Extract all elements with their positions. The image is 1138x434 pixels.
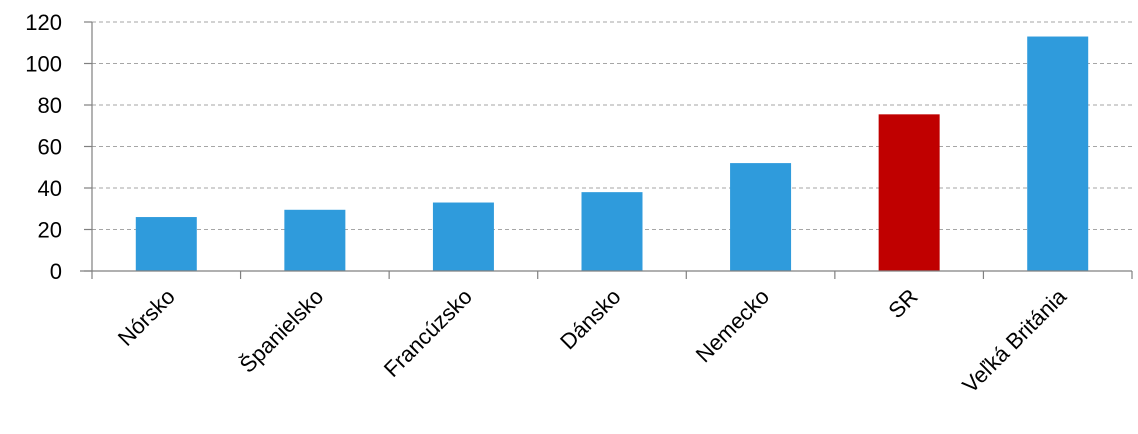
bar-7 <box>1027 36 1089 272</box>
y-tick-label: 60 <box>38 135 62 160</box>
bar-3 <box>432 202 494 271</box>
y-tick-label: 20 <box>38 218 62 243</box>
x-tick-label: Španielsko <box>235 284 329 378</box>
y-tick-label: 100 <box>25 52 62 77</box>
axes <box>80 21 1133 279</box>
x-tick-label: Dánsko <box>555 284 625 354</box>
x-tick-label: SR <box>883 284 922 323</box>
bar-4 <box>581 192 643 271</box>
bar-5 <box>730 163 792 271</box>
y-tick-label: 120 <box>25 10 62 35</box>
y-tick-label: 80 <box>38 93 62 118</box>
x-tick-label: Veľká Británia <box>957 283 1071 397</box>
y-tick-label: 40 <box>38 176 62 201</box>
bar-6 <box>878 114 940 272</box>
x-tick-label: Nórsko <box>113 284 180 351</box>
y-tick-label: 0 <box>50 259 62 284</box>
x-tick-label: Nemecko <box>691 284 774 367</box>
bar-2 <box>284 209 346 271</box>
x-tick-label: Francúzsko <box>379 284 477 382</box>
bar-1 <box>135 217 197 271</box>
bars <box>135 36 1089 272</box>
